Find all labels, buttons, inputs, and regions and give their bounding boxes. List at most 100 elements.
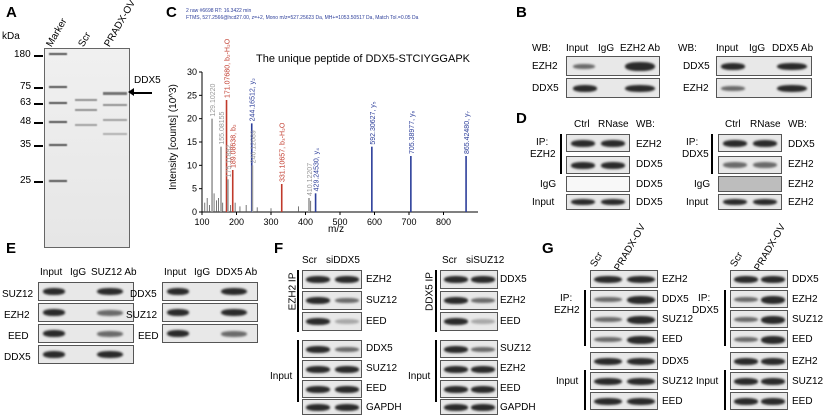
b-left-col-input: Input — [566, 43, 589, 54]
d-right-input: Input — [686, 197, 709, 208]
x-axis-label: m/z — [328, 224, 344, 235]
d-left-igg: IgG — [540, 179, 557, 190]
d-left-blot-ip-1 — [566, 134, 630, 152]
f-left-in-row-1: DDX5 — [366, 343, 393, 354]
d-right-row-2: EZH2 — [788, 159, 814, 170]
d-left-row-1: EZH2 — [636, 139, 662, 150]
d-left-row-2: DDX5 — [636, 159, 663, 170]
lane-label-marker: Marker — [44, 16, 70, 49]
e-left-col-igg: IgG — [70, 267, 87, 278]
g-left-in-row-2: SUZ12 — [662, 376, 694, 387]
g-right-blot-in-ezh2 — [730, 352, 788, 370]
f-right-blot-ezh2 — [440, 291, 498, 310]
g-left-ip-row-1: EZH2 — [662, 274, 688, 285]
f-right-in-row-2: EZH2 — [500, 363, 526, 374]
g-right-ip-row-4: EED — [792, 334, 813, 345]
g-right-ip-row-2: EZH2 — [792, 294, 818, 305]
g-left-blot-in-suz12 — [590, 372, 658, 390]
peak-label-3: 175.11882 — [226, 145, 233, 178]
e-left-row-eed: EED — [8, 331, 29, 342]
e-left-col-input: Input — [40, 267, 63, 278]
x-tick-label-0: 100 — [194, 217, 209, 227]
g-right-blot-eed — [730, 330, 788, 348]
peak-label-1: 155.08155 — [219, 111, 226, 144]
g-left-ip-target: EZH2 — [554, 305, 580, 316]
f-right-ip-row-3: EED — [500, 316, 521, 327]
b-right-blot-ddx5 — [716, 56, 812, 76]
f-right-blot-ddx5 — [440, 270, 498, 289]
g-right-ip-row-1: DDX5 — [792, 274, 819, 285]
d-right-wb: WB: — [788, 119, 807, 130]
kda-label: kDa — [2, 31, 20, 42]
lane-label-pradx-ov: PRADX-OV — [102, 0, 139, 50]
b-left-wb: WB: — [532, 43, 551, 54]
ms-spectrum-chart: The unique peptide of DDX5-STCIYGGAPK 10… — [168, 38, 478, 235]
g-right-in-row-3: EED — [792, 396, 813, 407]
g-left-blot-suz12 — [590, 310, 658, 328]
b-right-col-igg: IgG — [749, 43, 766, 54]
x-tick-label-3: 400 — [298, 217, 313, 227]
f-right-blot-eed — [440, 312, 498, 331]
f-right-blot-in-ezh2 — [440, 360, 498, 378]
coomassie-gel — [44, 48, 130, 248]
e-right-row-eed: EED — [138, 331, 159, 342]
g-left-blot-eed — [590, 330, 658, 348]
g-left-blot-in-eed — [590, 392, 658, 410]
b-left-blot-ezh2 — [566, 56, 660, 76]
f-left-in-row-2: SUZ12 — [366, 363, 398, 374]
e-left-col-ab: SUZ12 Ab — [91, 267, 137, 278]
d-right-row-3: EZH2 — [788, 179, 814, 190]
b-left-col-igg: IgG — [598, 43, 615, 54]
x-tick-label-7: 800 — [436, 217, 451, 227]
e-right-blot-ddx5 — [162, 282, 258, 301]
marker-25: 25 — [20, 175, 32, 186]
g-right-input-label: Input — [696, 376, 719, 387]
d-left-ip-target: EZH2 — [530, 149, 556, 160]
d-left-row-4: DDX5 — [636, 197, 663, 208]
f-left-blot-ezh2 — [302, 270, 362, 289]
g-left-col-scr: Scr — [588, 250, 606, 269]
d-right-blot-input — [718, 194, 782, 210]
f-left-ip-row-3: EED — [366, 316, 387, 327]
g-right-in-row-2: SUZ12 — [792, 376, 824, 387]
g-left-blot-in-ddx5 — [590, 352, 658, 370]
d-right-blot-ip-1 — [718, 134, 782, 152]
f-left-blot-in-eed — [302, 380, 362, 398]
y-tick-label-5: 25 — [187, 90, 197, 100]
panel-letter-c: C — [166, 4, 177, 21]
f-left-blot-eed — [302, 312, 362, 331]
g-right-ip-row-3: SUZ12 — [792, 314, 824, 325]
x-tick-label-2: 300 — [263, 217, 278, 227]
d-left-col-rnase: RNase — [598, 119, 629, 130]
e-right-blot-eed — [162, 324, 258, 343]
d-left-wb: WB: — [636, 119, 655, 130]
peak-label-11: 705.38977, y₆ — [409, 111, 416, 154]
ddx5-arrow — [132, 92, 152, 94]
b-right-row-ezh2: EZH2 — [683, 83, 709, 94]
d-left-col-ctrl: Ctrl — [574, 119, 590, 130]
e-left-row-ezh2: EZH2 — [4, 310, 30, 321]
peak-label-0: 129.10220 — [210, 83, 217, 116]
d-left-row-3: DDX5 — [636, 179, 663, 190]
e-right-col-igg: IgG — [194, 267, 211, 278]
peak-label-5: 244.16512, y₂ — [250, 78, 257, 121]
e-left-blot-ddx5 — [38, 345, 134, 364]
d-right-igg: IgG — [694, 179, 711, 190]
d-right-blot-ip-2 — [718, 156, 782, 174]
g-left-in-row-1: DDX5 — [662, 356, 689, 367]
b-left-row-ezh2: EZH2 — [532, 61, 558, 72]
e-left-row-suz12: SUZ12 — [2, 289, 34, 300]
b-left-col-ab: EZH2 Ab — [620, 43, 661, 54]
f-left-blot-in-ddx5 — [302, 340, 362, 358]
f-right-ip-row-2: EZH2 — [500, 295, 526, 306]
panel-letter-f: F — [274, 240, 284, 257]
marker-48: 48 — [20, 116, 32, 127]
g-right-blot-ddx5 — [730, 270, 788, 288]
d-right-col-ctrl: Ctrl — [725, 119, 741, 130]
f-left-in-row-4: GAPDH — [366, 402, 402, 413]
d-right-ip: IP: — [686, 137, 699, 148]
x-tick-label-5: 600 — [367, 217, 382, 227]
f-right-in-row-1: SUZ12 — [500, 343, 532, 354]
g-left-input-label: Input — [556, 376, 579, 387]
g-left-blot-ezh2 — [590, 270, 658, 288]
